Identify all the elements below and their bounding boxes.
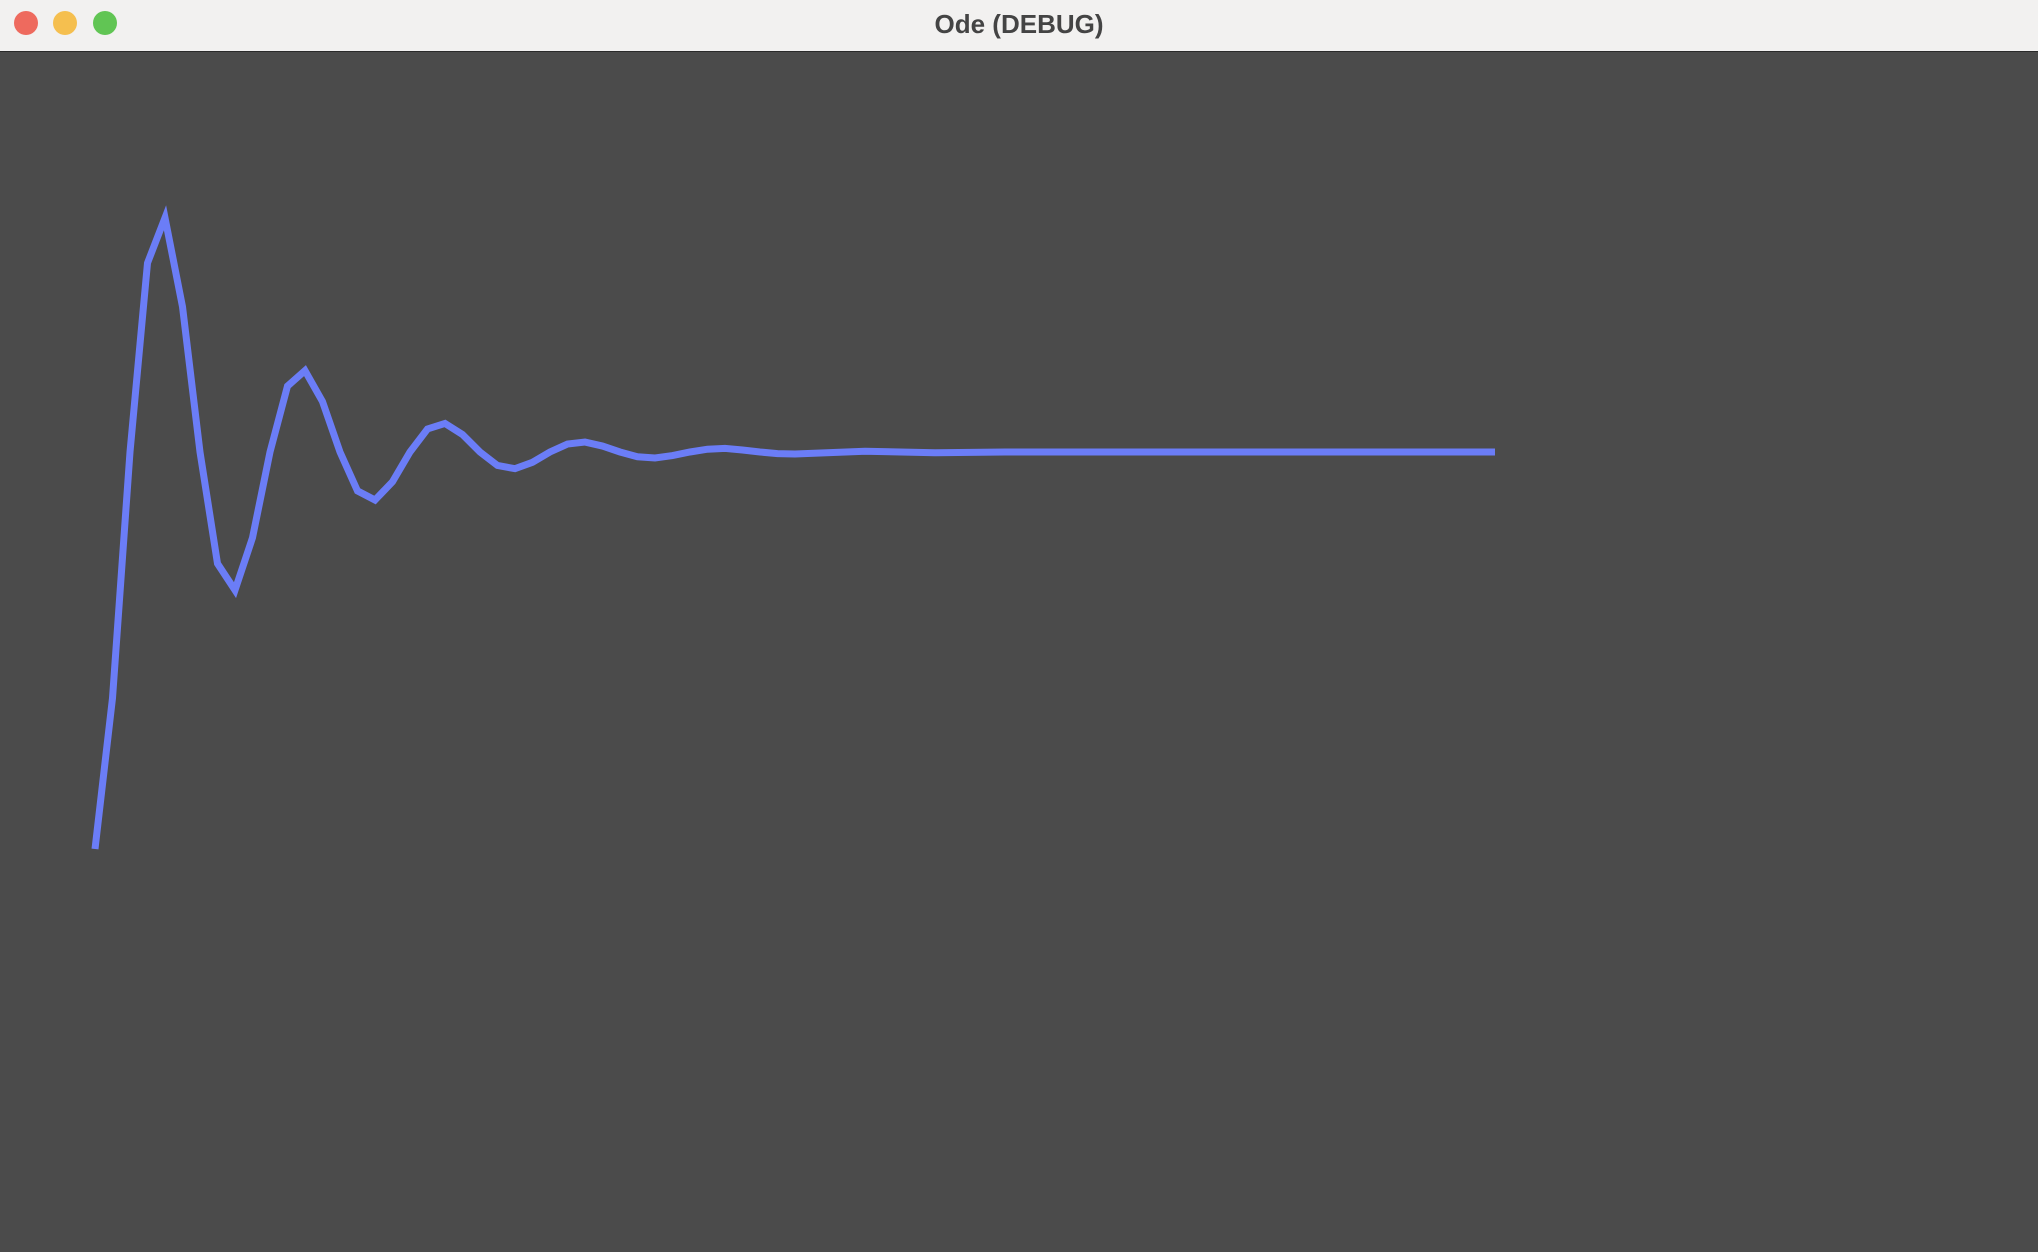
minimize-button[interactable] xyxy=(53,11,77,35)
plot-area xyxy=(91,205,1495,850)
close-button[interactable] xyxy=(14,11,38,35)
zoom-button[interactable] xyxy=(93,11,117,35)
response-line xyxy=(91,205,1495,850)
window-title: Ode (DEBUG) xyxy=(934,9,1104,39)
title-bar: Ode (DEBUG) xyxy=(0,0,2038,52)
